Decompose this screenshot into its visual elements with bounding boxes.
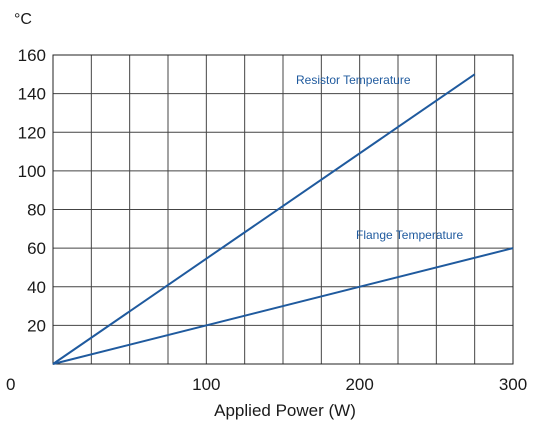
- series-line-1: [52, 247, 514, 365]
- y-tick-label: 160: [18, 46, 46, 65]
- y-tick-label: 60: [27, 239, 46, 258]
- tick-labels: 0 100 200 300 20 40 60 80 100 120 140 160: [6, 46, 527, 394]
- series-annotations: Resistor Temperature Flange Temperature: [296, 73, 464, 242]
- y-tick-label: 80: [27, 201, 46, 220]
- y-tick-label: 120: [18, 123, 46, 142]
- y-tick-label: 140: [18, 85, 46, 104]
- x-tick-label: 200: [345, 375, 373, 394]
- y-tick-label: 20: [27, 316, 46, 335]
- y-unit-label: °C: [14, 11, 32, 28]
- series-line-0: [52, 73, 476, 365]
- y-tick-label: 40: [27, 278, 46, 297]
- x-tick-label: 0: [6, 375, 15, 394]
- x-axis-label: Applied Power (W): [214, 401, 356, 420]
- x-tick-label: 300: [499, 375, 527, 394]
- series-layer: [52, 73, 514, 365]
- x-tick-label: 100: [192, 375, 220, 394]
- series-label-1: Flange Temperature: [356, 228, 464, 242]
- series-label-0: Resistor Temperature: [296, 73, 411, 87]
- y-tick-label: 100: [18, 162, 46, 181]
- plot-frame: [52, 54, 514, 365]
